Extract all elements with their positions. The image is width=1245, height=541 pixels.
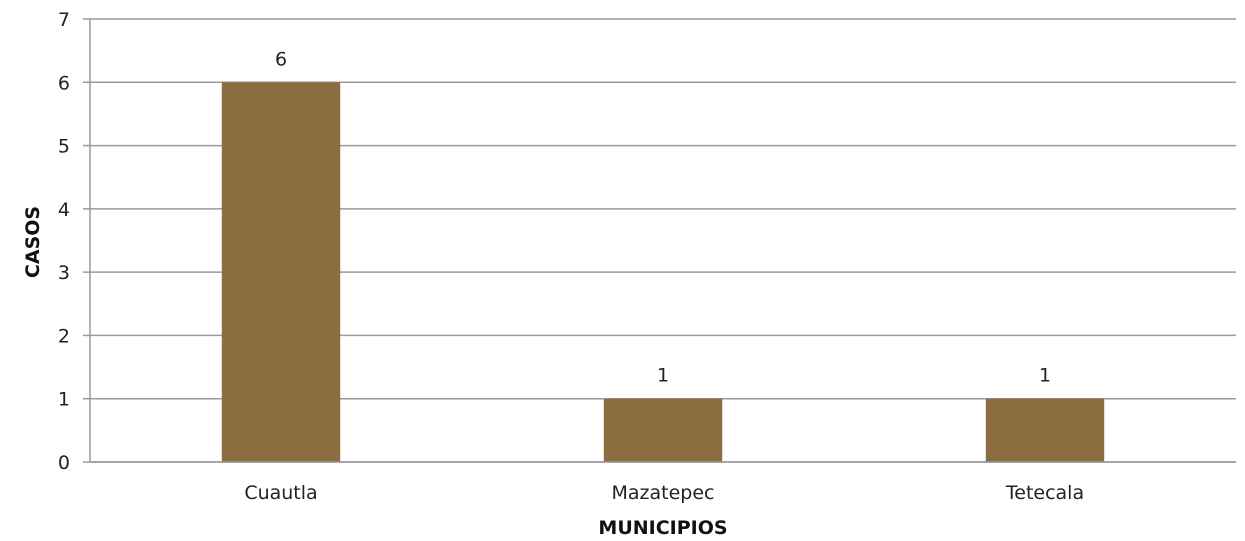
y-tick-label: 2 bbox=[58, 325, 70, 347]
x-tick-label: Cuautla bbox=[244, 482, 317, 504]
y-tick-label: 3 bbox=[58, 262, 70, 284]
x-axis-ticks: Cuautla Mazatepec Tetecala bbox=[244, 482, 1084, 504]
data-labels: 6 1 1 bbox=[275, 48, 1051, 386]
data-label-tetecala: 1 bbox=[1039, 365, 1051, 387]
data-label-cuautla: 6 bbox=[275, 48, 287, 70]
y-tick-label: 6 bbox=[58, 72, 70, 94]
y-axis-ticks: 0 1 2 3 4 5 6 7 bbox=[58, 9, 70, 474]
x-tick-label: Mazatepec bbox=[612, 482, 715, 504]
bar-mazatepec bbox=[603, 398, 723, 462]
x-tick-label: Tetecala bbox=[1005, 482, 1084, 504]
y-tick-label: 4 bbox=[58, 199, 70, 221]
bar-tetecala bbox=[985, 398, 1105, 462]
y-tick-label: 7 bbox=[58, 9, 70, 31]
x-axis-title: MUNICIPIOS bbox=[598, 517, 727, 539]
y-tick-label: 0 bbox=[58, 452, 70, 474]
y-axis-title: CASOS bbox=[22, 206, 44, 278]
bars bbox=[90, 82, 1236, 463]
bar-cuautla bbox=[221, 82, 341, 463]
y-tick-label: 1 bbox=[58, 389, 70, 411]
y-tick-label: 5 bbox=[58, 136, 70, 158]
data-label-mazatepec: 1 bbox=[657, 365, 669, 387]
